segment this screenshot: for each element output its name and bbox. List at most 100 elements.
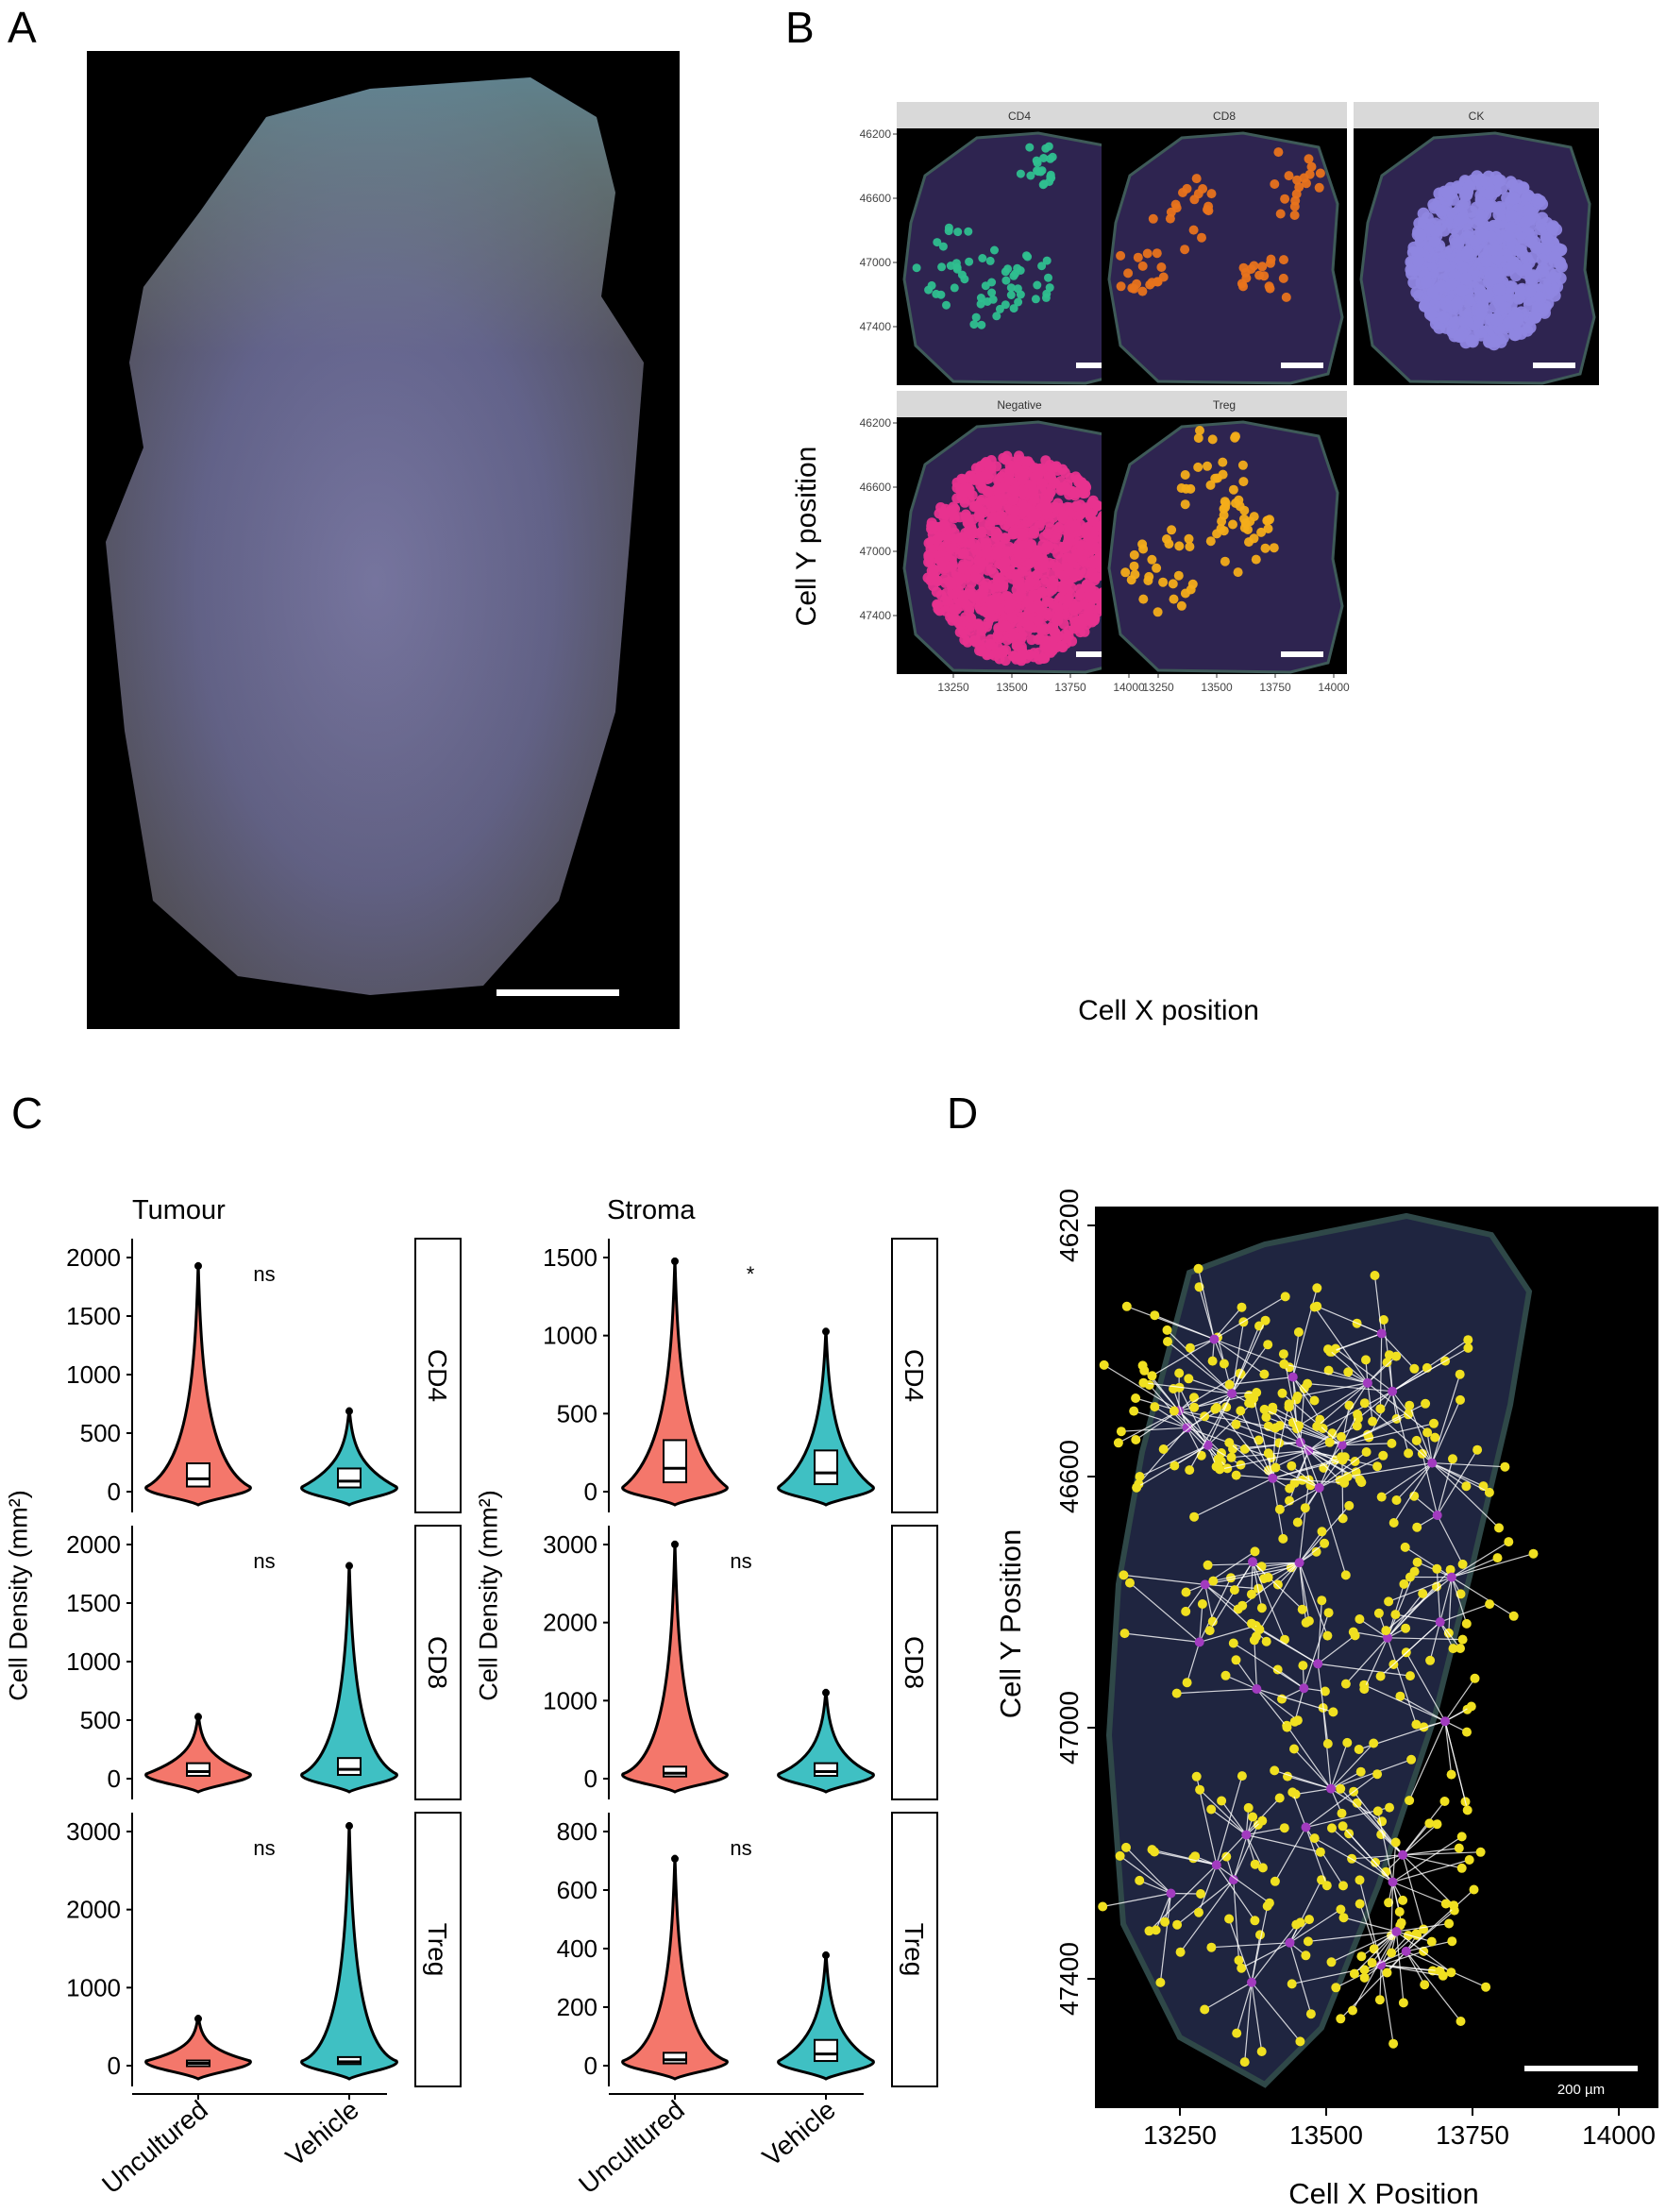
cell-point [992,312,1001,321]
target-point [1323,1344,1333,1355]
edge-line [1188,1393,1233,1471]
target-point [1115,1850,1125,1861]
target-point [1131,1435,1141,1444]
source-point [1388,1386,1398,1396]
cell-point [1143,576,1153,585]
cell-point [1039,179,1049,189]
edge-line [1102,1892,1171,1908]
cell-point [1549,250,1562,262]
y-tick-label: 47400 [860,609,892,622]
facet-strip [891,1238,938,1513]
edge-line [1199,1789,1247,1835]
cell-point [1069,561,1080,572]
cell-point [1083,582,1094,593]
cell-point [1437,311,1450,324]
edge-line [1275,1466,1320,1489]
cell-point [1042,528,1053,539]
source-point [1209,1334,1220,1344]
target-point [1131,1393,1141,1403]
y-tick-label: 47400 [1054,1942,1084,2016]
target-point [1384,1596,1394,1607]
edge-line [1292,1376,1315,1401]
cell-point [1055,485,1067,496]
target-point [1369,1944,1379,1954]
target-point [1338,1913,1349,1923]
edge-line [1173,1410,1209,1446]
edge-line [1246,1827,1285,1836]
edge-line [1220,1800,1247,1835]
edge-line [1244,1442,1301,1450]
edge-line [1173,1444,1209,1467]
target-point [1317,1596,1327,1606]
target-point [1449,1900,1459,1911]
edge-line [1392,1881,1447,1905]
target-point [1224,1379,1235,1390]
target-point [1189,1402,1200,1412]
target-point [1188,1853,1199,1864]
cell-point [1494,283,1506,296]
cell-point [1257,262,1268,272]
panel-a-scalebar [496,989,619,996]
edge-line [1287,1407,1321,1489]
edge-line [1304,1827,1328,1886]
outlier-point [671,1258,679,1265]
cell-point [1063,625,1074,636]
target-point [1197,1599,1207,1609]
source-point [1299,1683,1309,1694]
edge-line [1259,1629,1319,1664]
facet-scalebar [1076,651,1119,657]
target-point [1303,1936,1313,1947]
cell-point [1033,616,1044,627]
cell-point [1069,568,1080,580]
edge-line [1255,1562,1301,1637]
target-point [1359,1972,1370,1983]
edge-line [1335,1348,1393,1393]
cell-point [1024,577,1035,588]
target-point [1361,1355,1371,1365]
target-point [1229,1585,1239,1596]
cell-point [1009,304,1018,313]
target-point [1456,1863,1467,1873]
cell-point [1045,283,1054,293]
cell-point [978,254,987,262]
target-point [1246,1618,1256,1629]
cell-point [1237,279,1247,289]
edge-line [1405,1950,1425,1985]
cell-point [938,242,948,251]
target-point [1204,1626,1215,1636]
edge-line [1439,1603,1490,1623]
edge-line [1318,1663,1411,1677]
target-point [1446,1967,1456,1978]
edge-line [1225,1675,1257,1690]
target-point [1375,1671,1386,1681]
cell-point [1126,575,1136,585]
cell-point [1083,608,1094,619]
target-point [1352,1798,1362,1808]
edge-line [1387,1637,1417,1725]
edge-line [1155,1893,1172,1931]
edge-line [1159,1893,1172,1983]
violin-facet-cd8: 0 500 1000 1500 2000 ns CD8 [66,1525,462,1800]
edge-line [1143,1382,1233,1394]
cell-point [1058,570,1069,582]
violin-vehicle [777,1688,875,1794]
cell-point [988,567,1000,579]
facet-label: Treg [1213,398,1236,412]
y-tick-label: 0 [584,1765,597,1793]
facet-strip [891,1525,938,1800]
edge-line [1178,1410,1259,1442]
target-point [1279,1359,1289,1369]
cell-point [935,502,947,513]
target-point [1264,1898,1274,1908]
facet-panel [897,128,1142,385]
target-point [1440,1899,1451,1909]
cell-point [929,521,940,532]
violin-box [814,2038,838,2063]
edge-line [1295,1788,1332,1796]
cell-point [1050,627,1061,638]
violin-vehicle [300,1562,398,1794]
violin-box [814,1762,838,1778]
target-point [1426,1936,1437,1947]
violin-box [186,1461,210,1488]
edge-line [1439,1621,1461,1649]
